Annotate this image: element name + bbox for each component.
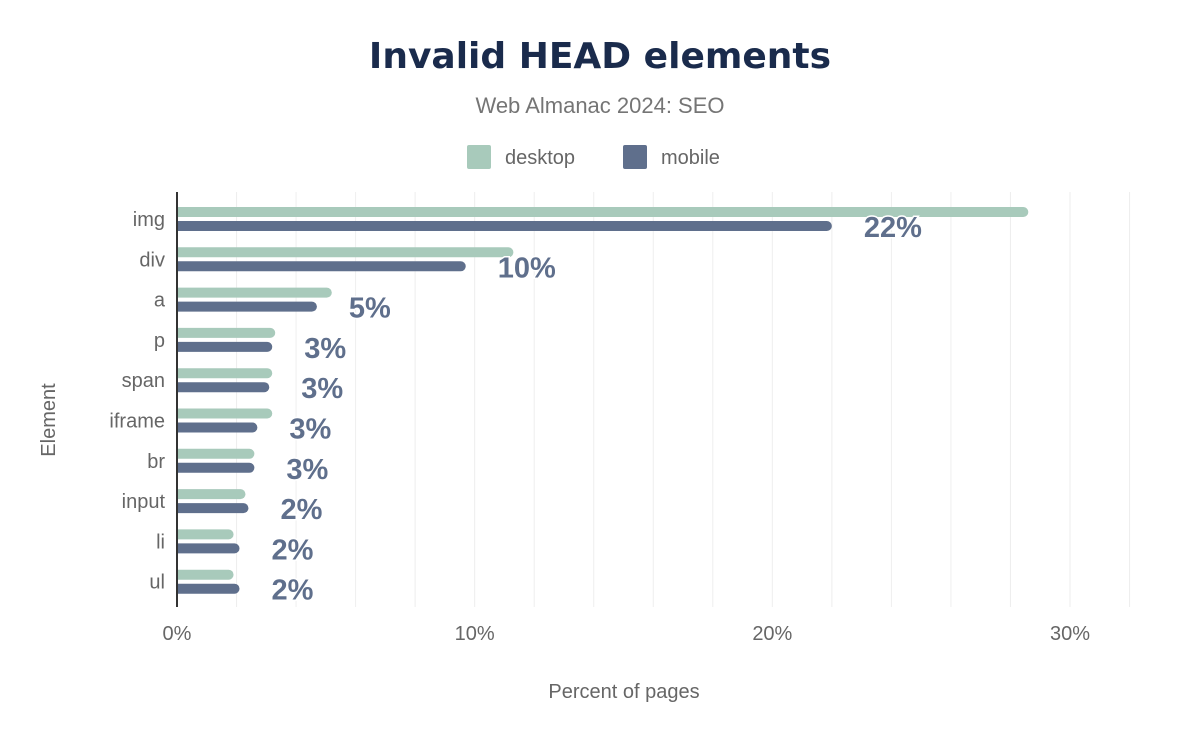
gridlines xyxy=(236,192,1131,607)
bar-mobile-ul[interactable] xyxy=(177,583,240,594)
y-tick-label: img xyxy=(133,209,165,231)
y-tick-label: a xyxy=(154,290,166,312)
y-tick-label: input xyxy=(122,491,166,513)
data-label-ul: 2% xyxy=(272,575,314,607)
bar-mobile-a[interactable] xyxy=(176,301,317,312)
bar-desktop-iframe[interactable] xyxy=(177,408,273,419)
bar-mobile-div[interactable] xyxy=(177,261,466,272)
bar-desktop-ul[interactable] xyxy=(177,569,234,580)
x-tick-labels: 0% 10% 20% 30% xyxy=(163,623,1091,645)
bar-mobile-br[interactable] xyxy=(177,462,255,473)
data-label-li: 2% xyxy=(272,534,314,566)
bar-desktop-p[interactable] xyxy=(177,327,276,338)
data-label-input: 2% xyxy=(280,494,322,526)
bar-mobile-span[interactable] xyxy=(177,382,270,393)
bar-mobile-input[interactable] xyxy=(177,503,249,514)
bar-mobile-iframe[interactable] xyxy=(177,422,258,433)
bar-desktop-input[interactable] xyxy=(177,489,246,500)
y-tick-label: li xyxy=(156,531,165,553)
bar-mobile-li[interactable] xyxy=(177,543,240,554)
y-tick-label: ul xyxy=(149,572,165,594)
data-label-img: 22% xyxy=(864,212,922,244)
y-tick-label: iframe xyxy=(109,411,165,433)
data-label-span: 3% xyxy=(301,373,343,405)
data-label-a: 5% xyxy=(349,293,391,325)
data-label-p: 3% xyxy=(304,333,346,365)
bar-desktop-div[interactable] xyxy=(177,247,514,258)
data-label-iframe: 3% xyxy=(289,414,331,446)
bar-desktop-li[interactable] xyxy=(177,529,234,540)
x-tick-label: 20% xyxy=(752,623,792,645)
x-axis-title: Percent of pages xyxy=(548,681,699,703)
y-axis-title: Element xyxy=(38,383,60,457)
y-tick-labels: img div ap span iframe br input li ul xyxy=(109,209,165,594)
legend-label-mobile[interactable]: mobile xyxy=(661,147,720,169)
bars xyxy=(176,207,1029,594)
bar-desktop-img[interactable] xyxy=(177,207,1029,217)
bar-desktop-span[interactable] xyxy=(177,368,273,379)
legend-swatch-desktop xyxy=(467,145,491,169)
data-label-div: 10% xyxy=(498,252,556,284)
chart-title: Invalid HEAD elements xyxy=(369,36,831,77)
y-tick-label: br xyxy=(147,451,165,473)
y-tick-label: span xyxy=(122,370,165,392)
x-tick-label: 0% xyxy=(163,623,192,645)
y-tick-label: div xyxy=(139,249,165,271)
y-tick-label: p xyxy=(154,330,165,352)
x-tick-label: 30% xyxy=(1050,623,1090,645)
bar-mobile-img[interactable] xyxy=(177,221,832,231)
bar-desktop-br[interactable] xyxy=(177,448,255,459)
bar-mobile-p[interactable] xyxy=(177,341,273,352)
data-label-br: 3% xyxy=(286,454,328,486)
legend-swatch-mobile xyxy=(623,145,647,169)
legend: desktop mobile xyxy=(467,145,720,169)
data-labels: 22%10%5%3%3%3%3%2%2%2% xyxy=(270,211,924,609)
x-tick-label: 10% xyxy=(455,623,495,645)
chart-subtitle: Web Almanac 2024: SEO xyxy=(475,93,724,118)
bar-desktop-a[interactable] xyxy=(177,287,332,298)
legend-label-desktop[interactable]: desktop xyxy=(505,147,575,169)
